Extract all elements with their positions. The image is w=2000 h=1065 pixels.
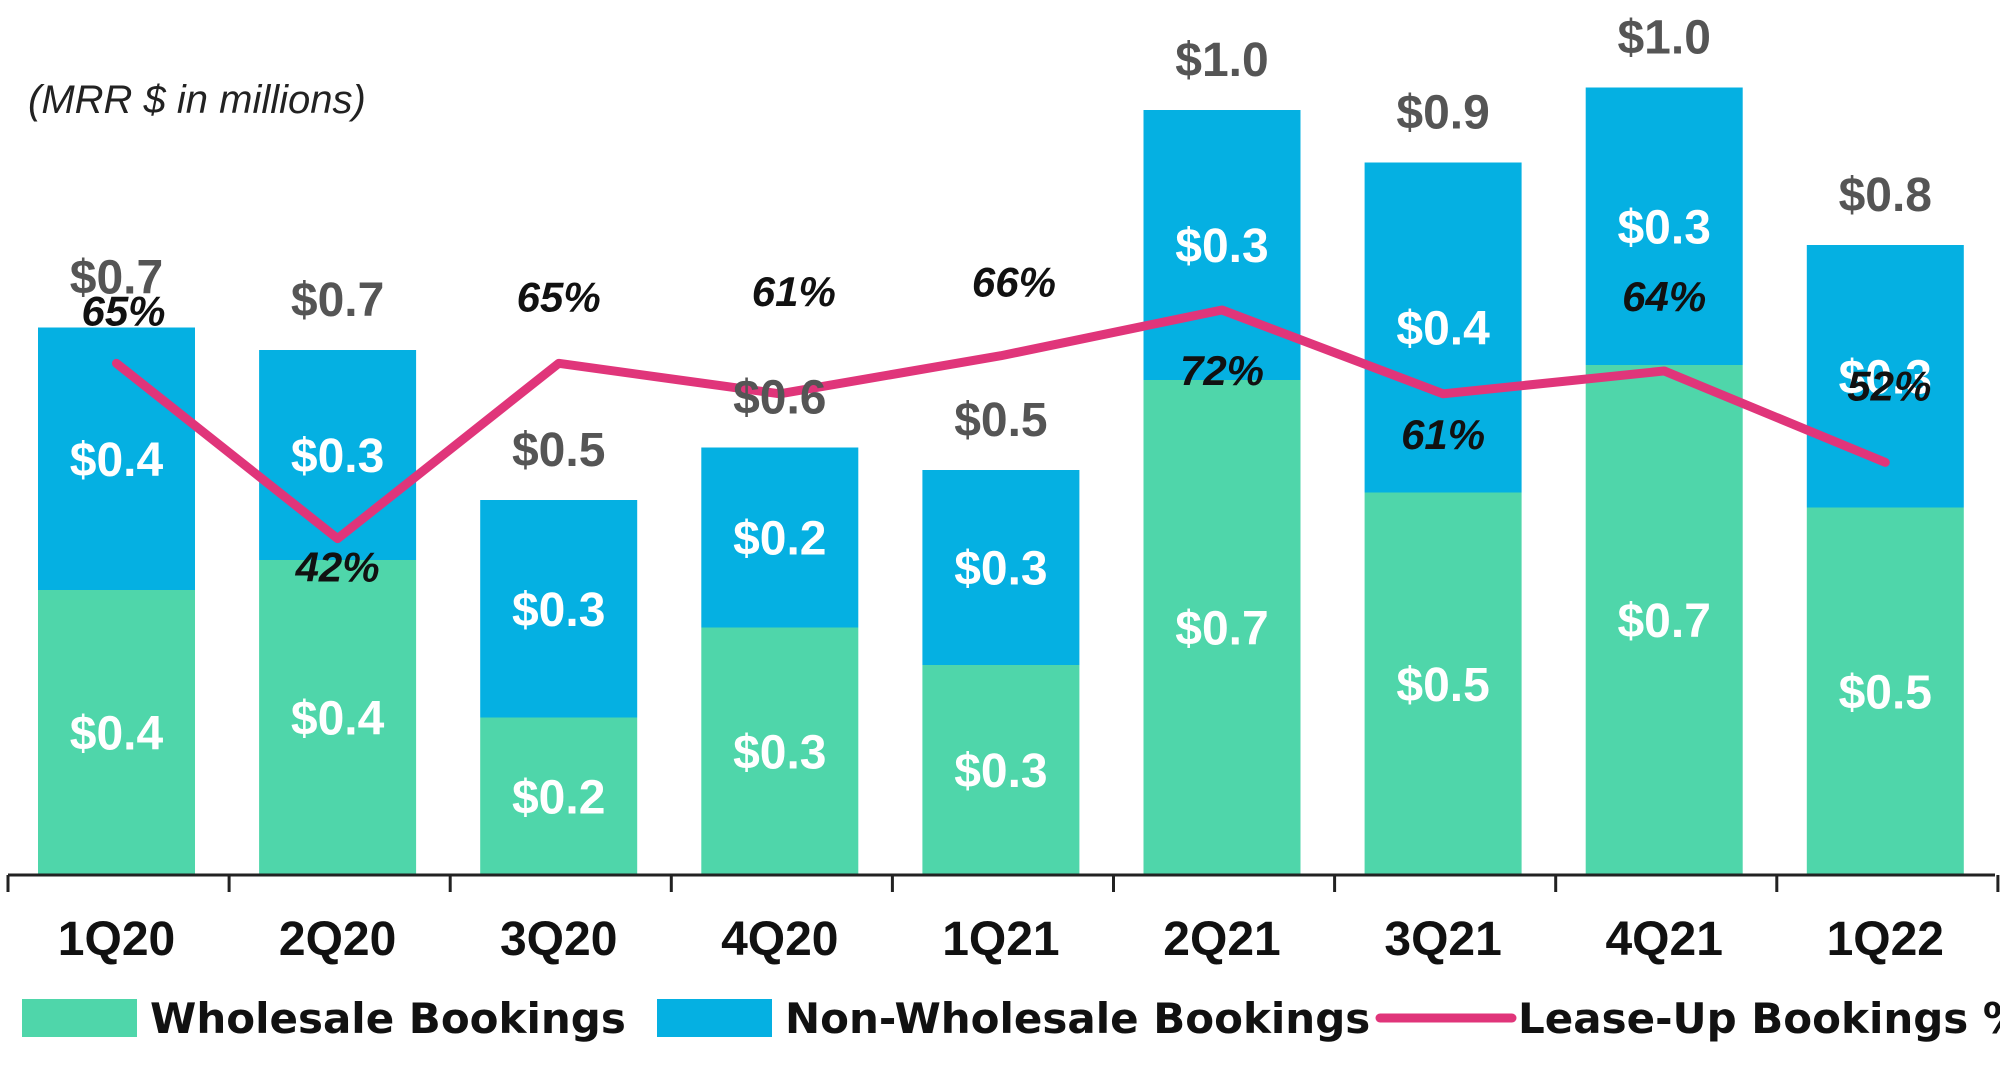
- label-pct-3Q20: 65%: [517, 273, 601, 320]
- label-pct-1Q21: 66%: [972, 259, 1056, 306]
- bars-layer: [38, 87, 1964, 875]
- label-wholesale-4Q20: $0.3: [733, 726, 826, 779]
- label-total-4Q20: $0.6: [733, 372, 826, 425]
- label-wholesale-1Q22: $0.5: [1839, 666, 1932, 719]
- units-note: (MRR $ in millions): [28, 78, 366, 122]
- label-total-1Q22: $0.8: [1839, 169, 1932, 222]
- label-nonwholesale-4Q21: $0.3: [1617, 201, 1710, 254]
- label-wholesale-1Q21: $0.3: [954, 745, 1047, 798]
- label-nonwholesale-3Q21: $0.4: [1396, 303, 1490, 356]
- bar-nonwholesale-4Q20: [701, 447, 859, 628]
- bar-wholesale-2Q21: [1143, 380, 1301, 875]
- x-tick-label-4Q20: 4Q20: [721, 913, 838, 966]
- bar-wholesale-3Q20: [480, 717, 638, 875]
- bar-wholesale-1Q20: [38, 590, 195, 875]
- label-pct-4Q20: 61%: [752, 268, 836, 315]
- bar-nonwholesale-3Q20: [480, 500, 638, 718]
- bar-nonwholesale-3Q21: [1364, 162, 1522, 493]
- label-pct-1Q22: 52%: [1847, 362, 1931, 409]
- label-nonwholesale-1Q21: $0.3: [954, 543, 1047, 596]
- label-pct-3Q21: 61%: [1401, 411, 1485, 458]
- bar-wholesale-2Q20: [259, 560, 417, 875]
- x-tick-label-4Q21: 4Q21: [1605, 913, 1722, 966]
- bar-nonwholesale-4Q21: [1585, 87, 1743, 365]
- legend: Wholesale Bookings Non-Wholesale Bookings…: [22, 994, 2000, 1043]
- legend-label-wholesale: Wholesale Bookings: [150, 994, 626, 1043]
- bar-wholesale-4Q21: [1585, 365, 1743, 875]
- legend-label-nonwholesale: Non-Wholesale Bookings: [785, 994, 1370, 1043]
- label-nonwholesale-1Q20: $0.4: [70, 434, 164, 487]
- bar-nonwholesale-2Q21: [1143, 110, 1301, 380]
- bar-wholesale-1Q21: [922, 665, 1080, 875]
- x-tick-label-2Q20: 2Q20: [279, 913, 396, 966]
- x-tick-label-3Q20: 3Q20: [500, 913, 617, 966]
- label-total-4Q21: $1.0: [1617, 12, 1710, 65]
- label-nonwholesale-4Q20: $0.2: [733, 513, 826, 566]
- bar-nonwholesale-1Q20: [38, 327, 195, 590]
- x-tick-label-1Q22: 1Q22: [1827, 913, 1944, 966]
- label-nonwholesale-2Q21: $0.3: [1175, 220, 1268, 273]
- label-pct-1Q20: 65%: [81, 287, 165, 334]
- legend-label-leaseup: Lease-Up Bookings %: [1518, 994, 2000, 1043]
- label-wholesale-2Q21: $0.7: [1175, 603, 1268, 656]
- label-wholesale-3Q21: $0.5: [1396, 659, 1489, 712]
- label-wholesale-2Q20: $0.4: [291, 693, 385, 746]
- x-tick-label-3Q21: 3Q21: [1384, 913, 1501, 966]
- label-pct-4Q21: 64%: [1622, 273, 1706, 320]
- label-pct-2Q21: 72%: [1180, 347, 1264, 394]
- bar-wholesale-4Q20: [701, 627, 859, 875]
- lease-up-line: [112, 305, 1890, 544]
- label-nonwholesale-3Q20: $0.3: [512, 584, 605, 637]
- x-axis: 1Q20 2Q20 3Q20 4Q20 1Q21 2Q21 3Q21 4Q21 1Q22: [6, 873, 2000, 966]
- bar-nonwholesale-2Q20: [259, 350, 417, 560]
- bar-wholesale-1Q22: [1806, 507, 1964, 875]
- label-nonwholesale-2Q20: $0.3: [291, 430, 384, 483]
- label-total-1Q21: $0.5: [954, 394, 1047, 447]
- legend-swatch-nonwholesale: [657, 999, 772, 1037]
- label-total-1Q20: $0.7: [70, 252, 163, 305]
- label-wholesale-4Q21: $0.7: [1617, 595, 1710, 648]
- bar-wholesale-3Q21: [1364, 492, 1522, 875]
- label-wholesale-1Q20: $0.4: [70, 708, 164, 761]
- label-total-3Q21: $0.9: [1396, 87, 1489, 140]
- label-total-2Q20: $0.7: [291, 274, 384, 327]
- x-tick-label-2Q21: 2Q21: [1163, 913, 1280, 966]
- label-total-3Q20: $0.5: [512, 424, 605, 477]
- x-tick-label-1Q20: 1Q20: [58, 913, 175, 966]
- lease-up-line-layer: [112, 305, 1890, 544]
- x-tick-label-1Q21: 1Q21: [942, 913, 1059, 966]
- legend-swatch-wholesale: [22, 999, 137, 1037]
- label-pct-2Q20: 42%: [295, 544, 380, 591]
- labels-layer: $0.4 $0.4 $0.7 $0.4 $0.3 $0.7 $0.2 $0.3 $0.5 $0.3…: [70, 12, 1932, 825]
- bar-nonwholesale-1Q21: [922, 470, 1080, 665]
- label-total-2Q21: $1.0: [1175, 34, 1268, 87]
- label-wholesale-3Q20: $0.2: [512, 771, 605, 824]
- label-nonwholesale-1Q22: $0.3: [1839, 351, 1932, 404]
